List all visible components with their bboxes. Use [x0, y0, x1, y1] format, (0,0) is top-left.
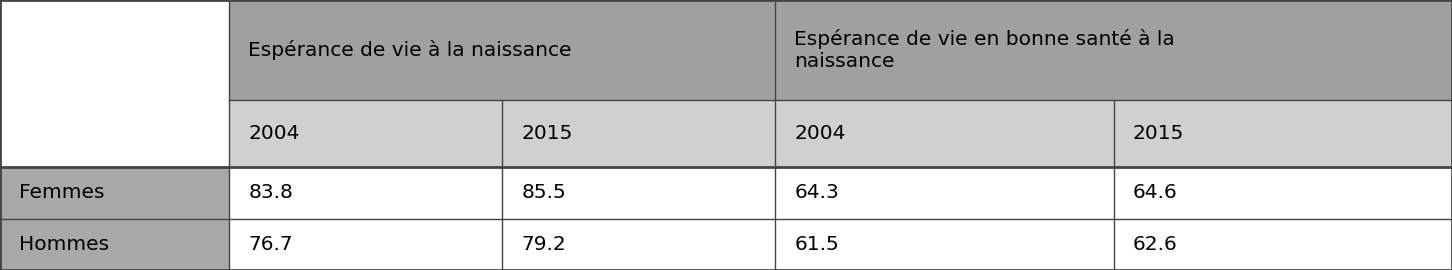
Bar: [502, 219, 775, 270]
Text: 76.7: 76.7: [248, 235, 293, 254]
Text: 2015: 2015: [1133, 124, 1183, 143]
Text: Espérance de vie en bonne santé à la
naissance: Espérance de vie en bonne santé à la nai…: [794, 29, 1175, 71]
Text: 64.3: 64.3: [794, 184, 839, 202]
Bar: [229, 219, 502, 270]
Text: 61.5: 61.5: [794, 235, 839, 254]
Bar: [1114, 219, 1452, 270]
Text: Hommes: Hommes: [19, 235, 109, 254]
Bar: [229, 100, 502, 167]
Bar: [775, 219, 1114, 270]
Text: 85.5: 85.5: [521, 184, 566, 202]
Bar: [502, 100, 775, 167]
Bar: [775, 100, 1114, 167]
Text: Femmes: Femmes: [19, 184, 105, 202]
Bar: [0, 167, 229, 219]
Bar: [1114, 167, 1452, 219]
Text: 2004: 2004: [794, 124, 845, 143]
Bar: [0, 100, 229, 167]
Text: Espérance de vie à la naissance: Espérance de vie à la naissance: [248, 40, 572, 60]
Bar: [502, 167, 775, 219]
Text: 2004: 2004: [248, 124, 299, 143]
Text: 62.6: 62.6: [1133, 235, 1178, 254]
Text: 64.6: 64.6: [1133, 184, 1178, 202]
Bar: [229, 0, 775, 100]
Bar: [229, 167, 502, 219]
Text: 83.8: 83.8: [248, 184, 293, 202]
Bar: [0, 0, 229, 167]
Text: 79.2: 79.2: [521, 235, 566, 254]
Bar: [0, 219, 229, 270]
Text: 2015: 2015: [521, 124, 572, 143]
Bar: [1114, 100, 1452, 167]
Bar: [775, 167, 1114, 219]
Bar: [775, 0, 1452, 100]
